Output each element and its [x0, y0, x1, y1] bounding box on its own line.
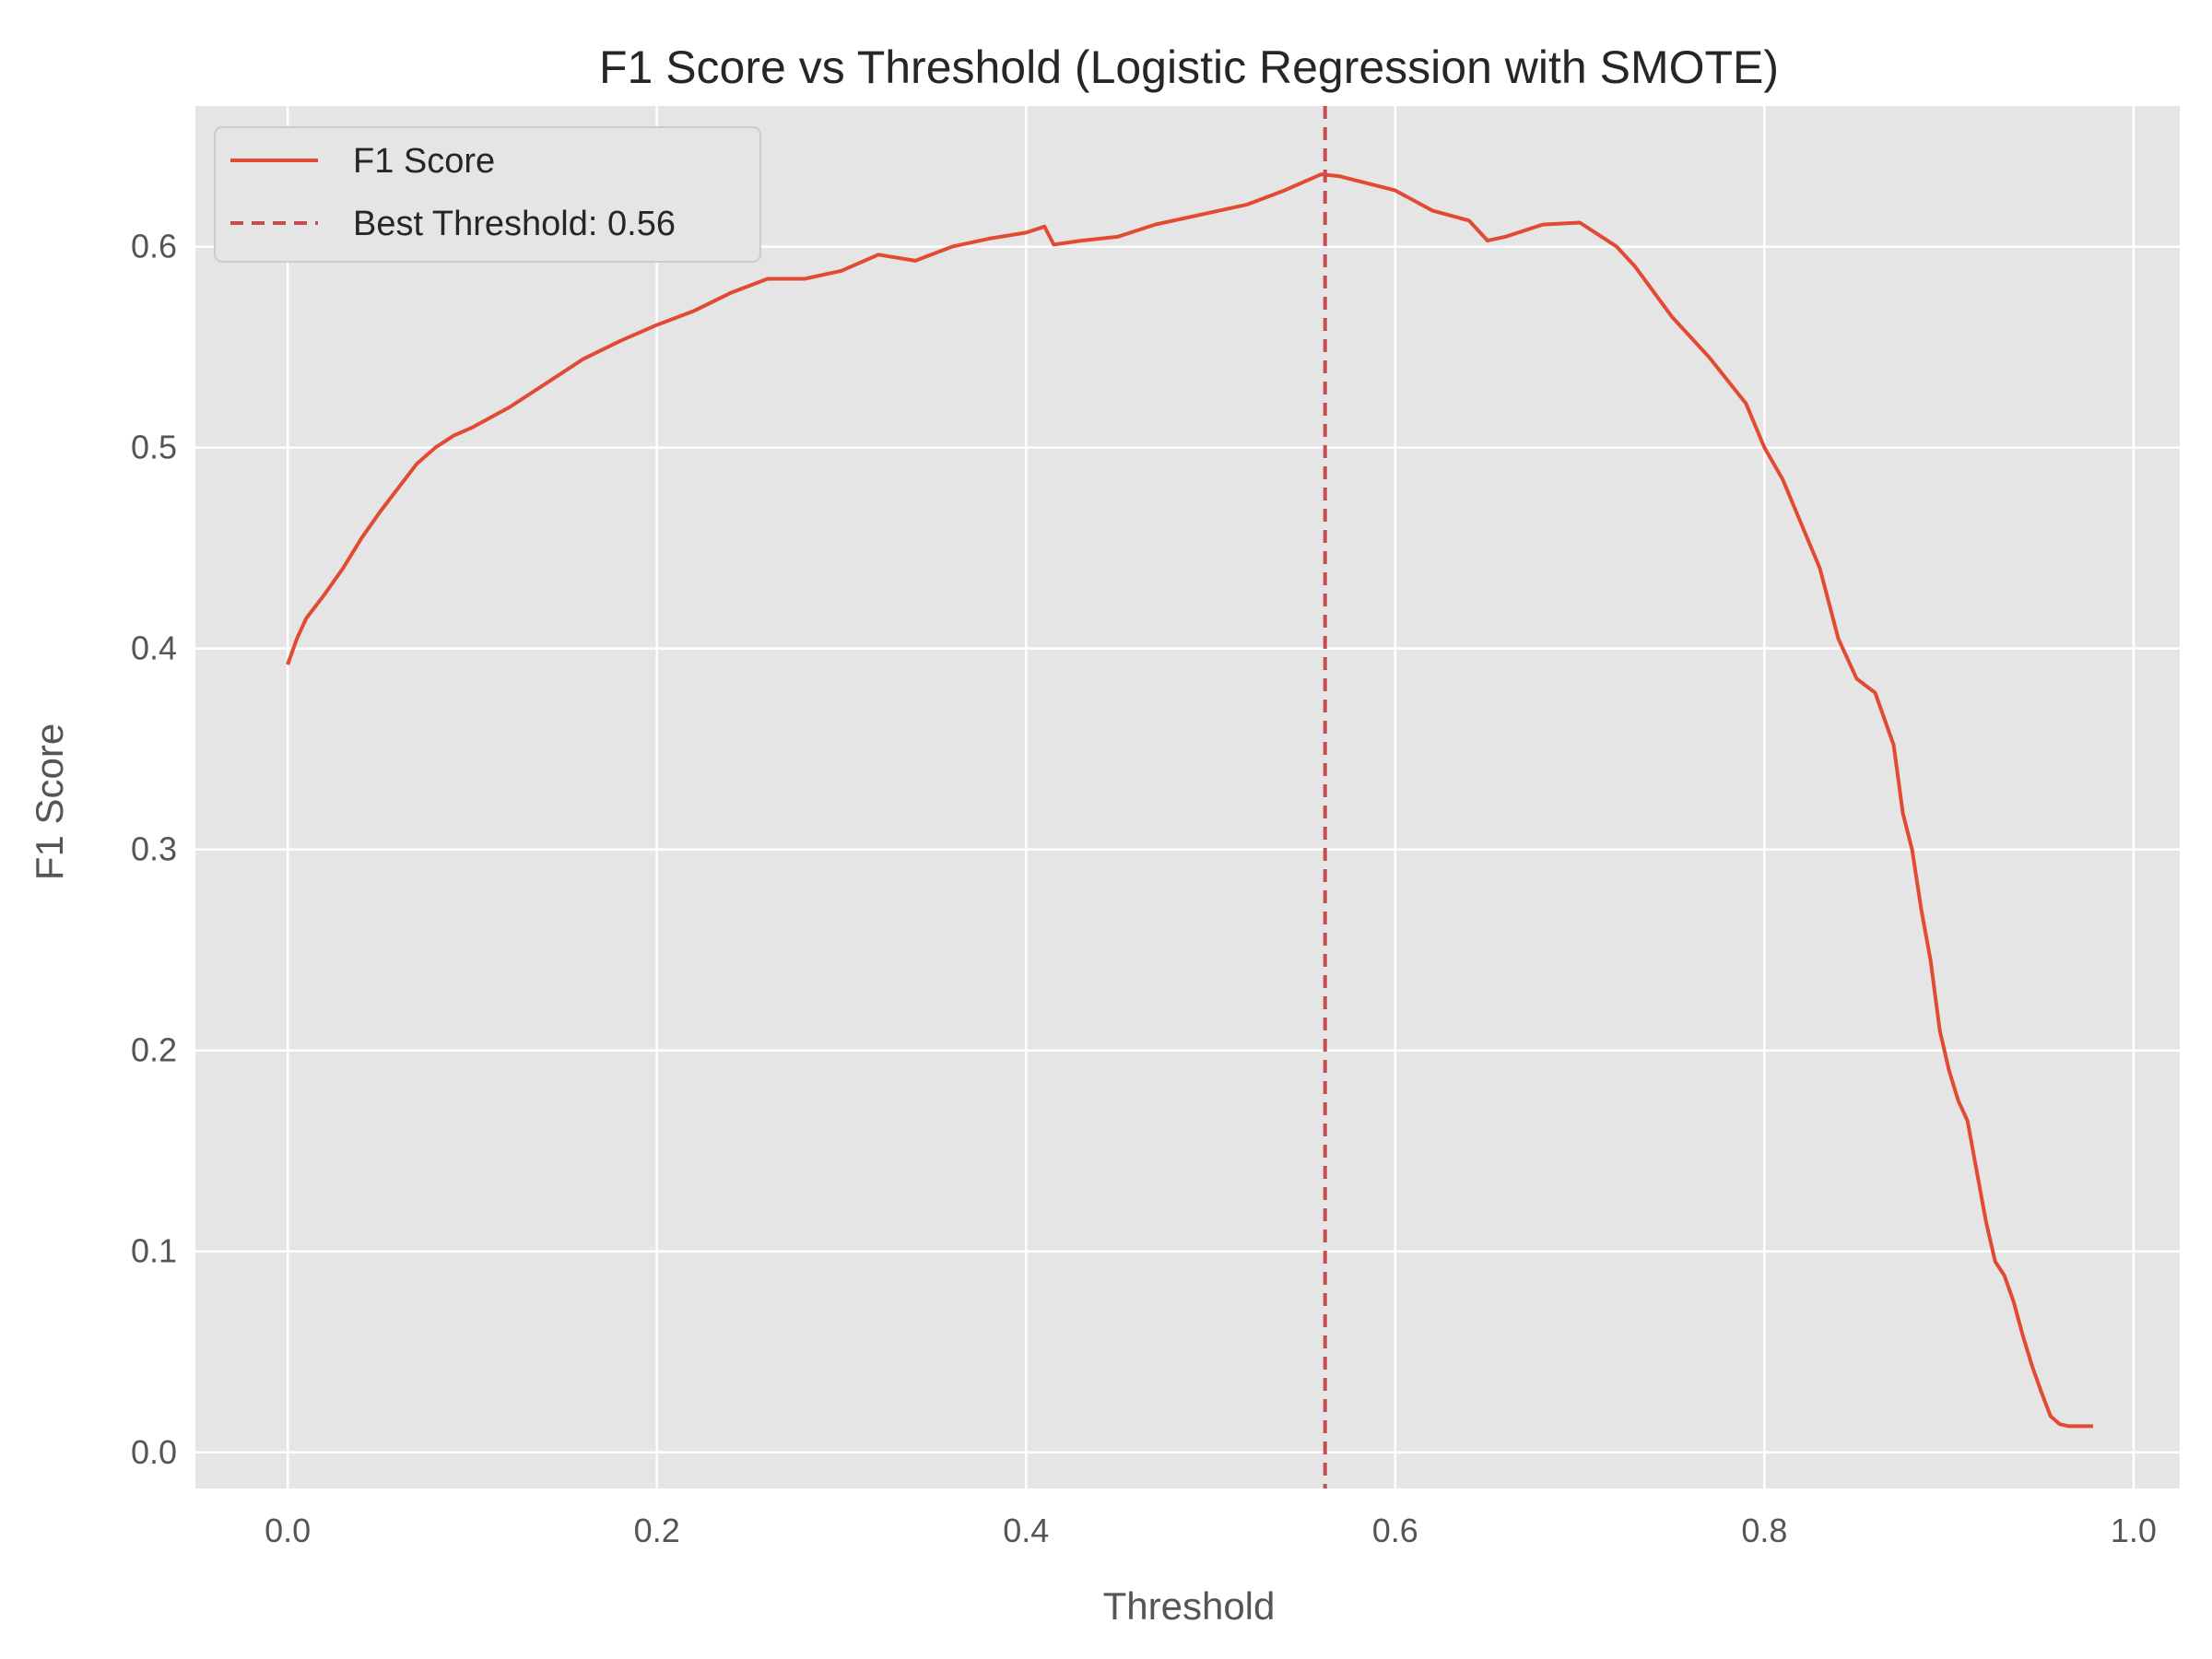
plot-background [195, 106, 2180, 1488]
y-axis-label: F1 Score [28, 724, 71, 880]
chart-title: F1 Score vs Threshold (Logistic Regressi… [599, 41, 1779, 93]
y-tick-label: 0.1 [131, 1232, 177, 1270]
y-tick-label: 0.2 [131, 1031, 177, 1069]
y-tick-label: 0.4 [131, 629, 177, 667]
legend: F1 Score Best Threshold: 0.56 [214, 126, 761, 263]
x-tick-label: 0.8 [1741, 1512, 1787, 1549]
legend-label-best-threshold: Best Threshold: 0.56 [353, 205, 676, 243]
legend-label-f1-score: F1 Score [353, 142, 495, 181]
x-tick-label: 0.4 [1003, 1512, 1049, 1549]
y-tick-label: 0.6 [131, 228, 177, 265]
grid [195, 106, 2180, 1488]
x-tick-label: 1.0 [2111, 1512, 2157, 1549]
y-tick-label: 0.3 [131, 830, 177, 868]
y-tick-label: 0.5 [131, 429, 177, 466]
y-tick-labels: 0.0 0.1 0.2 0.3 0.4 0.5 0.6 [131, 228, 177, 1471]
x-tick-label: 0.0 [265, 1512, 311, 1549]
x-tick-label: 0.2 [634, 1512, 680, 1549]
x-tick-labels: 0.0 0.2 0.4 0.6 0.8 1.0 [265, 1512, 2157, 1549]
y-tick-label: 0.0 [131, 1433, 177, 1471]
x-tick-label: 0.6 [1372, 1512, 1418, 1549]
series-group [286, 172, 2093, 1429]
x-axis-label: Threshold [1103, 1584, 1276, 1628]
legend-box [214, 126, 761, 263]
series-line-f1-score [286, 172, 2093, 1429]
